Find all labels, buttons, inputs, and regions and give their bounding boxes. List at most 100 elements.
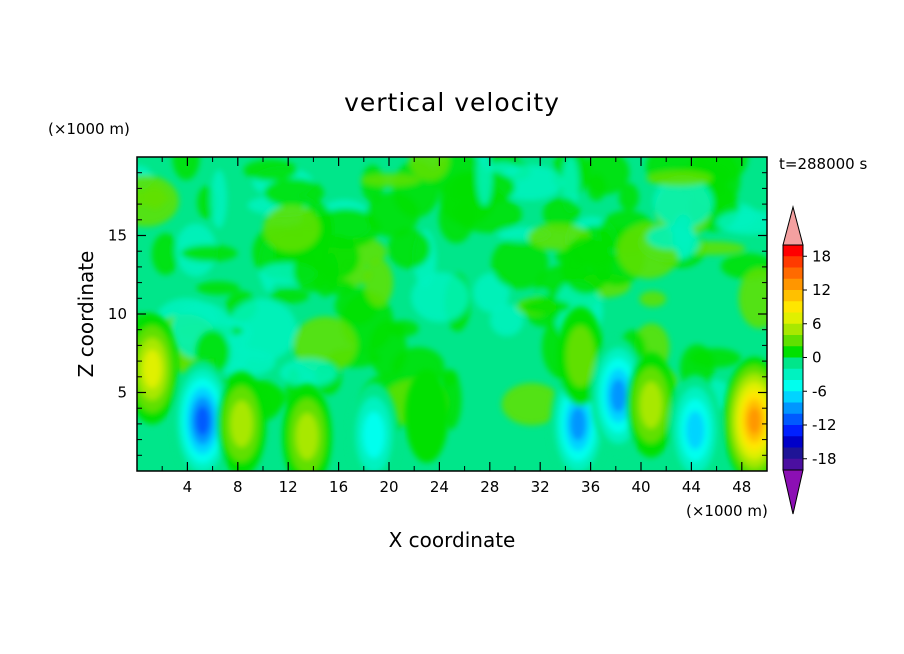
field-texture	[560, 236, 612, 295]
field-texture	[501, 383, 562, 426]
field-feature	[686, 410, 705, 450]
field-texture	[387, 320, 419, 337]
colorbar-segment	[783, 335, 803, 347]
x-tick-label: 12	[279, 478, 298, 496]
field-texture	[738, 267, 767, 329]
colorbar-tick-label: -12	[812, 416, 837, 434]
colorbar-segment	[783, 413, 803, 426]
colorbar-segment	[783, 458, 803, 471]
colorbar-segment	[783, 346, 803, 358]
field-texture	[489, 304, 524, 337]
field-feature	[296, 413, 319, 460]
field-feature	[640, 381, 663, 429]
colorbar-segment	[783, 391, 803, 403]
field-feature	[405, 369, 449, 463]
field-texture	[652, 176, 714, 228]
field-texture	[411, 272, 469, 323]
x-tick-label: 24	[430, 478, 449, 496]
plot-area	[136, 156, 768, 472]
field-texture	[439, 369, 458, 386]
x-axis-label: X coordinate	[388, 528, 516, 552]
colorbar-segment	[783, 323, 803, 336]
colorbar-segment	[783, 267, 803, 280]
x-tick-label: 48	[732, 478, 751, 496]
colorbar-segment	[783, 436, 803, 448]
field-texture	[196, 281, 240, 295]
field-feature	[570, 407, 586, 441]
colorbar-segment	[783, 380, 803, 392]
field-texture	[243, 159, 298, 181]
x-tick-label: 36	[581, 478, 600, 496]
x-tick-label: 40	[631, 478, 650, 496]
x-tick-label: 20	[379, 478, 398, 496]
timestamp-label: t=288000 s	[779, 155, 868, 173]
field-feature	[747, 407, 761, 435]
colorbar-tick-label: 6	[812, 315, 822, 333]
colorbar-tick-label: 18	[812, 247, 831, 265]
field-texture	[476, 157, 493, 206]
field-feature	[566, 325, 595, 387]
field-texture	[137, 175, 179, 227]
y-axis-unit: (×1000 m)	[48, 120, 130, 138]
colorbar-segment	[783, 447, 803, 460]
x-tick-label: 28	[480, 478, 499, 496]
colorbar-tick-label: 12	[812, 281, 831, 299]
x-tick-label: 16	[329, 478, 348, 496]
colorbar-segment	[783, 290, 803, 302]
field-texture	[366, 192, 419, 237]
x-axis-unit: (×1000 m)	[686, 502, 768, 520]
field-texture	[293, 316, 358, 373]
field-texture	[409, 157, 450, 181]
field-feature	[230, 400, 253, 448]
colorbar-segment	[783, 245, 803, 257]
field-texture	[716, 210, 767, 235]
field-feature	[362, 411, 385, 459]
field-texture	[698, 157, 748, 182]
field-texture	[210, 169, 227, 229]
field-texture	[360, 173, 421, 187]
field-texture	[473, 272, 510, 313]
field-texture	[263, 178, 325, 208]
colorbar-lower-extend	[782, 469, 804, 515]
field-feature	[610, 379, 627, 413]
colorbar-tick-label: -18	[812, 450, 837, 468]
field-texture	[387, 228, 431, 269]
colorbar-segment	[783, 368, 803, 381]
y-tick-label: 15	[108, 227, 127, 245]
colorbar-upper-extend	[782, 205, 804, 246]
colorbar-segment	[783, 301, 803, 313]
x-tick-label: 4	[183, 478, 193, 496]
field-texture	[263, 204, 320, 252]
colorbar-segment	[783, 312, 803, 325]
field-texture	[364, 258, 394, 307]
chart-title: vertical velocity	[344, 88, 560, 117]
field-texture	[269, 288, 310, 304]
field-texture	[334, 287, 378, 325]
field-texture	[491, 236, 549, 289]
colorbar: 18 12 6 0 -6 -12 -18	[782, 205, 837, 515]
field-texture	[326, 279, 355, 296]
colorbar-tick-label: -6	[812, 382, 827, 400]
colorbar-segment	[783, 402, 803, 415]
y-axis: 5 10 15	[108, 172, 767, 456]
y-tick-label: 5	[117, 384, 127, 402]
x-tick-label: 44	[682, 478, 701, 496]
colorbar-segment	[783, 256, 803, 268]
field-texture	[542, 196, 581, 231]
x-tick-label: 32	[531, 478, 550, 496]
field-texture	[619, 183, 639, 212]
colorbar-segment	[783, 357, 803, 370]
field-texture	[293, 249, 331, 293]
field-feature	[195, 405, 210, 436]
field-texture	[639, 291, 667, 307]
x-axis: 4 8 12 16 20 24 28 32 36 40 44 48	[161, 157, 751, 496]
colorbar-tick-label: 0	[812, 349, 822, 367]
field-texture	[279, 358, 338, 387]
field-texture	[582, 157, 630, 195]
y-tick-label: 10	[108, 305, 127, 323]
x-tick-label: 8	[233, 478, 243, 496]
field-texture	[520, 298, 571, 315]
colorbar-segment	[783, 278, 803, 291]
field-texture	[646, 225, 694, 250]
